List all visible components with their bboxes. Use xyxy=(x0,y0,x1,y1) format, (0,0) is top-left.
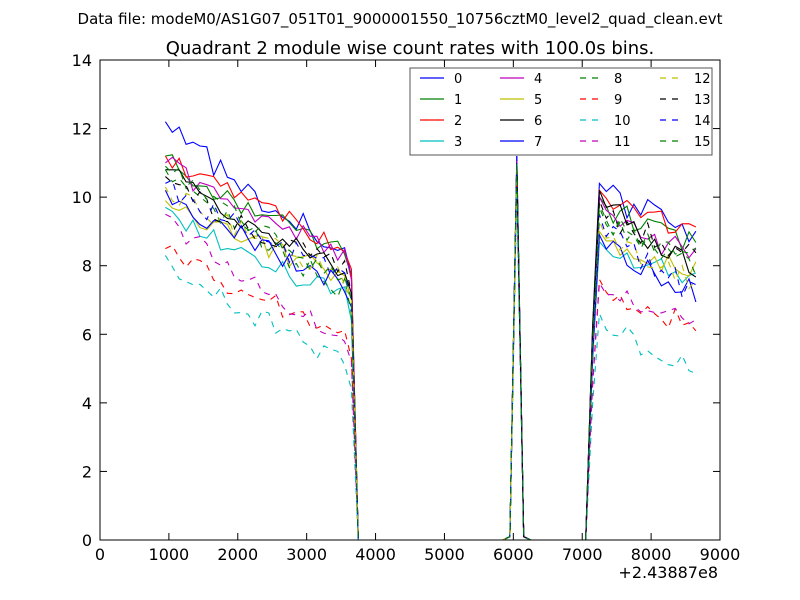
series-line-14 xyxy=(165,155,697,541)
legend-label-15: 15 xyxy=(694,135,711,150)
legend-label-3: 3 xyxy=(454,135,462,150)
x-offset-label: +2.43887e8 xyxy=(618,563,718,582)
legend-label-12: 12 xyxy=(694,72,711,87)
legend-label-4: 4 xyxy=(534,72,542,87)
x-tick-label: 9000 xyxy=(700,545,741,564)
x-tick-label: 2000 xyxy=(217,545,258,564)
y-tick-label: 2 xyxy=(82,462,92,481)
y-tick-label: 14 xyxy=(72,51,92,70)
x-tick-label: 4000 xyxy=(355,545,396,564)
x-tick-label: 3000 xyxy=(286,545,327,564)
legend-label-9: 9 xyxy=(614,93,622,108)
legend-label-10: 10 xyxy=(614,114,631,129)
y-tick-label: 12 xyxy=(72,120,92,139)
legend-label-1: 1 xyxy=(454,93,462,108)
x-tick-label: 5000 xyxy=(424,545,465,564)
axes-frame xyxy=(99,59,721,541)
legend-label-14: 14 xyxy=(694,114,711,129)
x-tick-label: 0 xyxy=(95,545,105,564)
series-line-11 xyxy=(165,179,697,541)
y-tick-label: 0 xyxy=(82,531,92,550)
x-tick-label: 1000 xyxy=(149,545,190,564)
legend-label-6: 6 xyxy=(534,114,542,129)
y-tick-label: 6 xyxy=(82,325,92,344)
y-tick-label: 8 xyxy=(82,257,92,276)
legend-label-7: 7 xyxy=(534,135,542,150)
legend-label-2: 2 xyxy=(454,114,462,129)
legend-label-5: 5 xyxy=(534,93,542,108)
x-tick-label: 8000 xyxy=(631,545,672,564)
x-tick-label: 7000 xyxy=(562,545,603,564)
figure-suptitle: Data file: modeM0/AS1G07_051T01_90000015… xyxy=(78,10,723,29)
legend-label-8: 8 xyxy=(614,72,622,87)
legend-label-0: 0 xyxy=(454,72,462,87)
series-line-15 xyxy=(164,162,697,541)
axes: 0 1000 2000 3000 4000 5000 6000 7000 8000 9000 0 2 4… xyxy=(72,51,741,564)
chart-title: Quadrant 2 module wise count rates with … xyxy=(166,38,655,59)
legend-label-13: 13 xyxy=(694,93,711,108)
y-tick-label: 10 xyxy=(72,188,92,207)
y-tick-label: 4 xyxy=(82,394,92,413)
legend-label-11: 11 xyxy=(614,135,631,150)
series-line-13 xyxy=(165,166,697,541)
x-tick-label: 6000 xyxy=(493,545,534,564)
